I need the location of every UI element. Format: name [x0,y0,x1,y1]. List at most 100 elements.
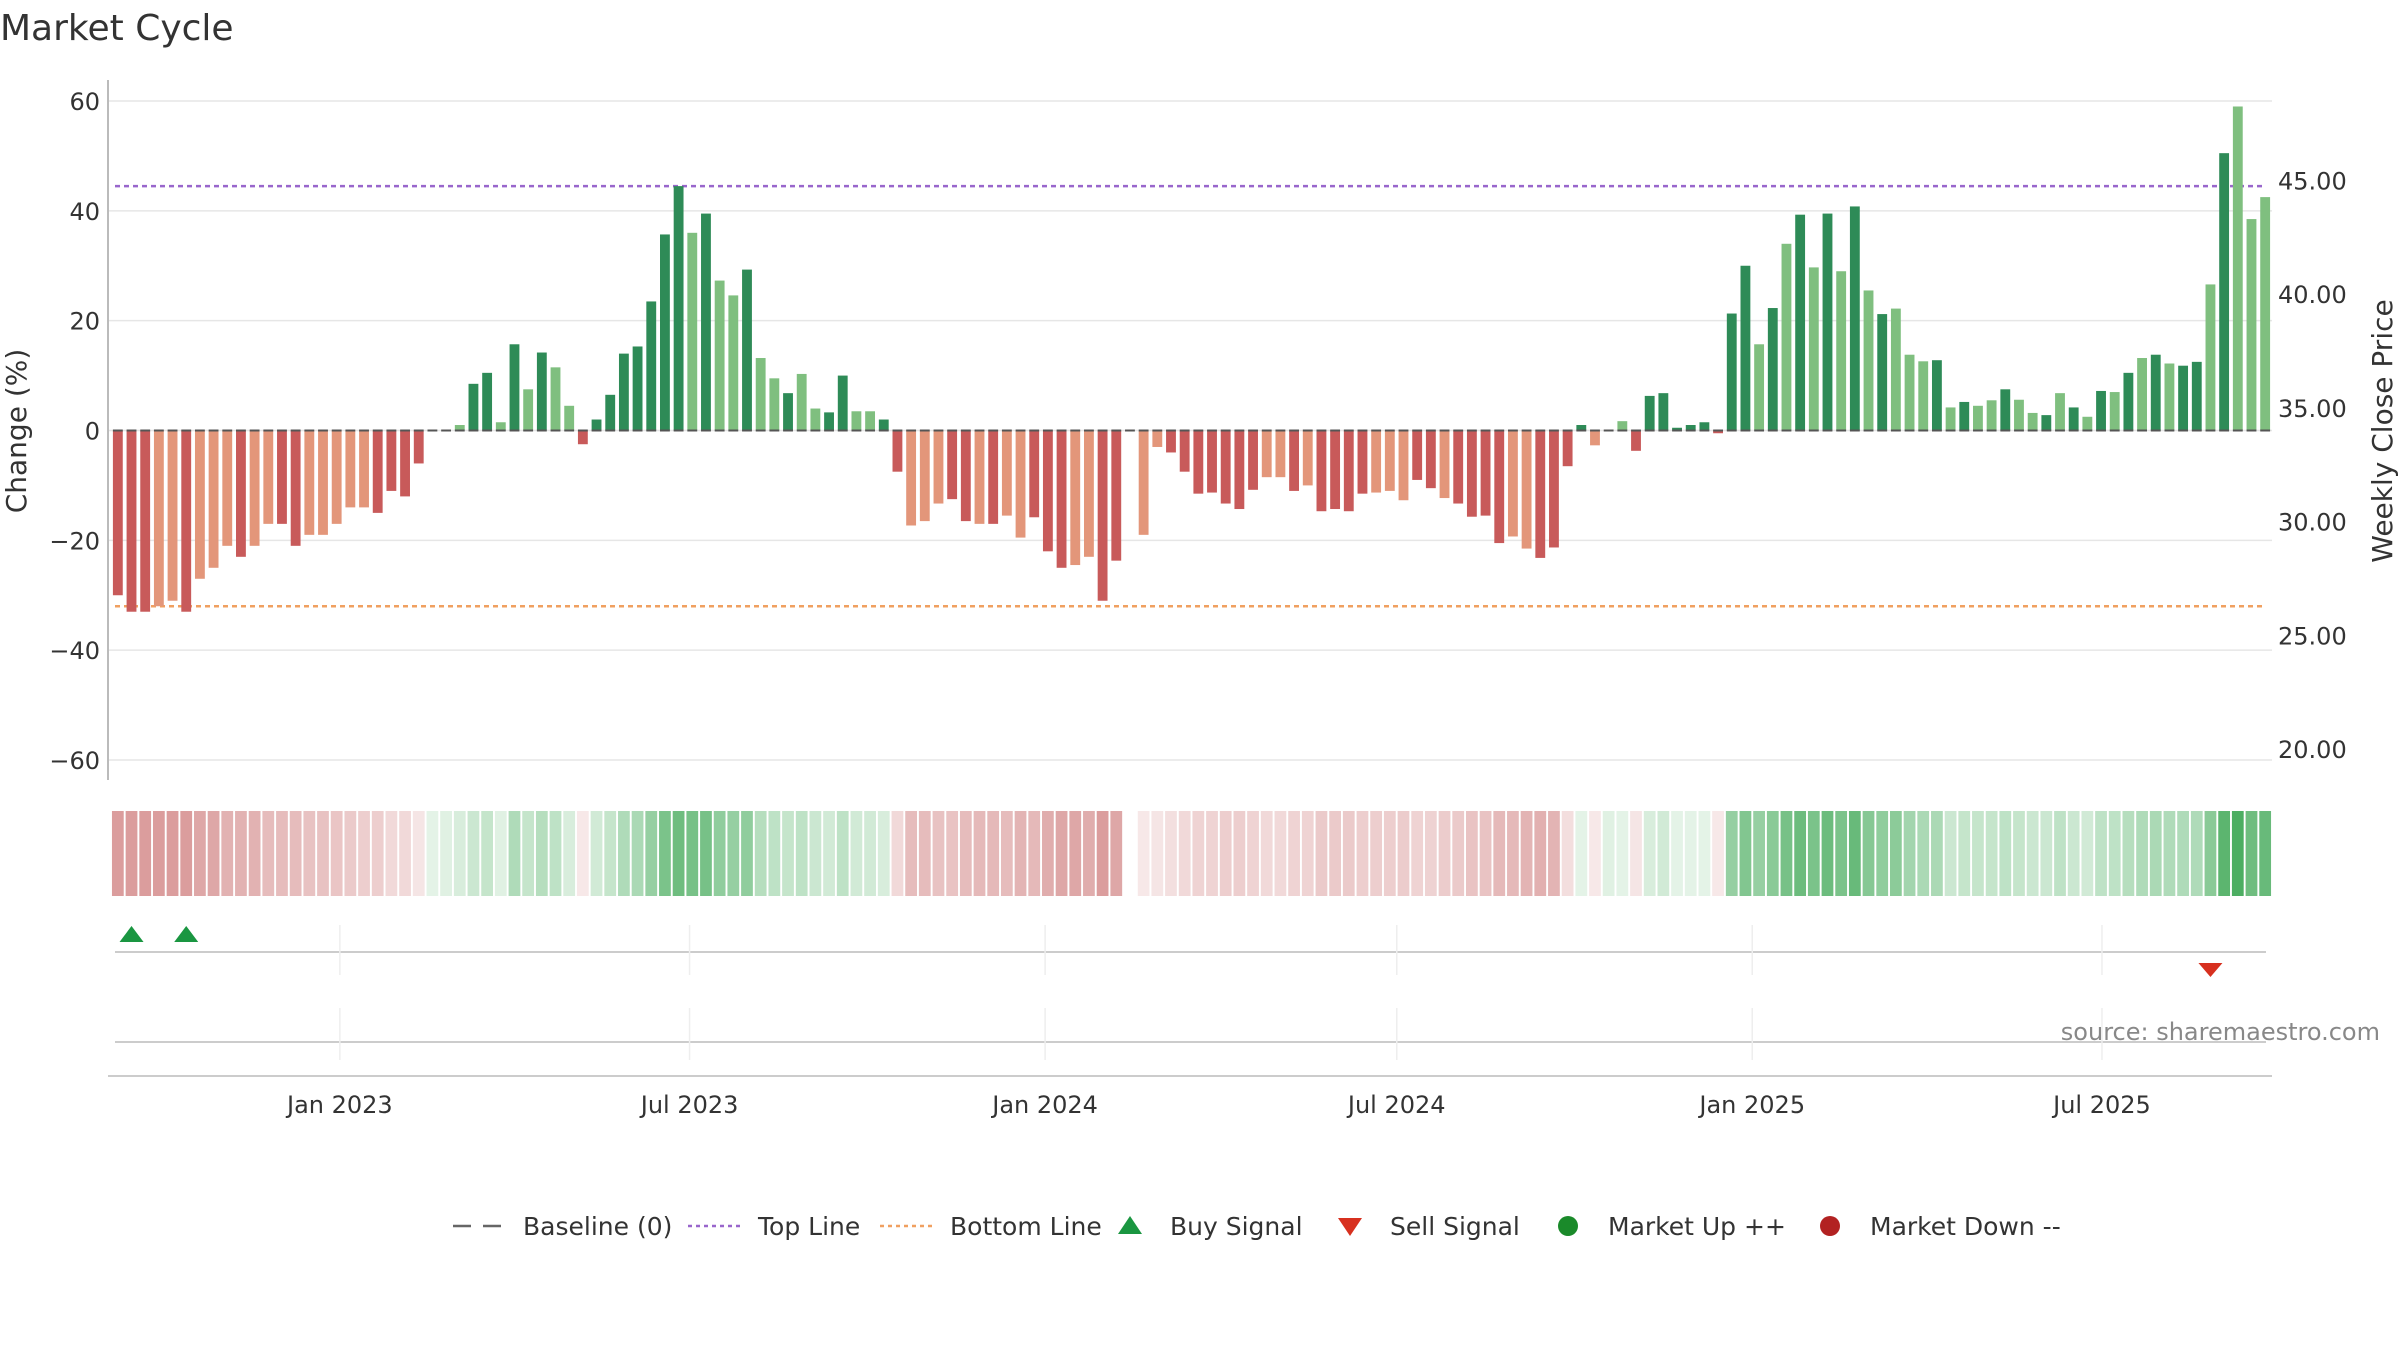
bar [1179,430,1190,472]
bar [2041,415,2052,431]
bar [1152,430,1163,447]
bar [1590,430,1600,446]
strip-cell [125,811,138,896]
bar [454,425,465,431]
bar [591,419,602,431]
bar [988,430,999,524]
strip-cell [590,811,603,896]
strip-cell [1000,811,1013,896]
bar [1220,430,1231,504]
strip-cell [686,811,699,896]
strip-cell [276,811,288,896]
bar [1863,290,1874,431]
bar [1248,430,1258,490]
strip-cell [2204,811,2217,896]
legend-label: Top Line [757,1212,860,1241]
bar [1877,314,1888,431]
bar [304,430,315,535]
y2-tick-label: 35.00 [2278,395,2347,423]
strip-cell [2095,811,2107,896]
x-tick-label: Jul 2024 [1346,1091,1446,1119]
y-axis-right: 45.00 40.00 35.00 30.00 25.00 20.00 [2278,167,2347,764]
reference-lines [115,184,2266,608]
bar [181,430,192,612]
bar [1261,430,1272,478]
bar [318,430,328,535]
bar [2109,392,2120,431]
bar [1289,430,1300,491]
strip-cell [645,811,658,896]
bar [660,234,670,431]
bar [372,430,383,513]
strip-cell [1807,811,1820,896]
bar [2150,354,2161,431]
market-up-icon [1558,1216,1578,1236]
strip-cell [1889,811,1902,896]
strip-cell [481,811,494,896]
bar [618,353,629,431]
strip-cell [1055,811,1068,896]
strip-cell [1534,811,1547,896]
source-label: source: sharemaestro.com [2061,1018,2380,1046]
bar [1357,430,1368,494]
bar [2246,219,2257,431]
strip-cell [2190,811,2203,896]
strip-cell [330,811,343,896]
strip-cell [754,811,767,896]
bar [1795,214,1806,431]
strip-cell [2149,811,2162,896]
bar [1275,430,1286,478]
strip-cell [973,811,986,896]
strip-cell [823,811,835,896]
strip-cell [262,811,275,896]
strip-cell [1794,811,1807,896]
bar [1904,354,1915,431]
strip-cell [850,811,863,896]
bar [1412,430,1423,480]
chart-title: Market Cycle [0,8,234,49]
strip-cell [1712,811,1724,896]
bar [728,295,739,431]
strip-cell [795,811,808,896]
strip-cell [235,811,247,896]
strip-cell [194,811,206,896]
strip-cell [1753,811,1765,896]
strip-cell [440,811,452,896]
bar [2232,106,2243,431]
bar [1302,430,1313,486]
legend-item-top: Top Line [688,1212,860,1241]
strip-cell [836,811,849,896]
strip-cell [535,811,548,896]
bar [1466,430,1477,517]
bar [1617,421,1628,431]
bar [1029,430,1040,518]
strip-cell [1424,811,1437,896]
bar [1111,430,1122,561]
strip-cell [809,811,822,896]
bar [345,430,356,508]
strip-cell [2163,811,2176,896]
strip-cell [1643,811,1656,896]
bar [919,430,930,522]
strip-cell [426,811,439,896]
bar [947,430,958,500]
strip-cell [1288,811,1300,896]
market-down-icon [1820,1216,1840,1236]
strip-cell [1014,811,1027,896]
x-tick-label: Jan 2024 [990,1091,1098,1119]
bar [1371,430,1382,493]
strip-cell [2081,811,2094,896]
bar [1808,267,1819,431]
strip-cell [2231,811,2244,896]
bar [1699,422,1710,431]
strip-cell [576,811,589,896]
strip-cell [2013,811,2025,896]
bar [1931,360,1942,431]
y2-tick-label: 30.00 [2278,509,2347,537]
strip-cell [864,811,876,896]
strip-cell [1725,811,1738,896]
strip-cell [1329,811,1341,896]
strip-cell [946,811,959,896]
strip-cell [1862,811,1875,896]
legend-item-bottom: Bottom Line [880,1212,1102,1241]
